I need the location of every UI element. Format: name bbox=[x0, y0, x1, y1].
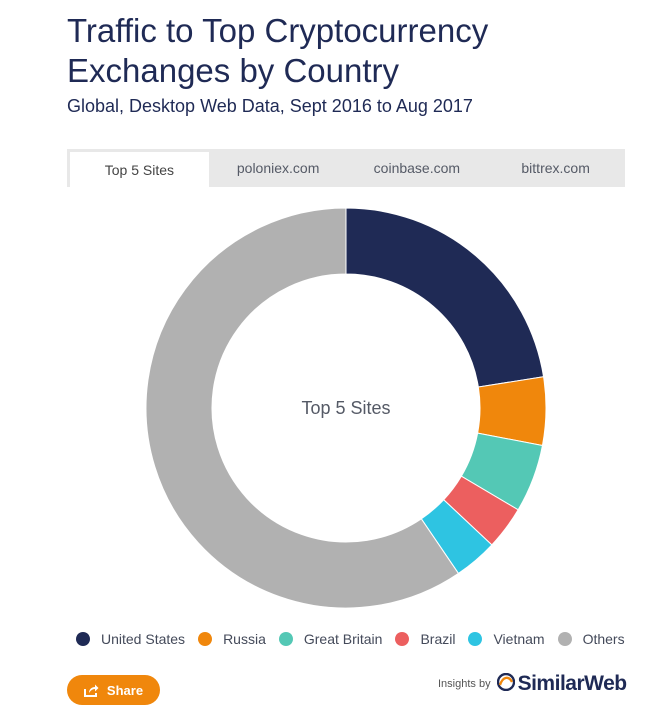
similarweb-logo-icon bbox=[496, 672, 515, 696]
legend-dot-great-britain bbox=[278, 632, 293, 646]
share-button[interactable]: Share bbox=[67, 675, 160, 705]
legend-item-united-states[interactable]: United States bbox=[76, 631, 185, 647]
tab-top-5-sites[interactable]: Top 5 Sites bbox=[67, 149, 209, 187]
legend-dot-others bbox=[557, 632, 572, 646]
legend-dot-russia bbox=[198, 632, 213, 646]
legend-item-others[interactable]: Others bbox=[557, 631, 625, 647]
legend-item-russia[interactable]: Russia bbox=[198, 631, 266, 647]
legend-item-vietnam[interactable]: Vietnam bbox=[468, 631, 545, 647]
site-tabs: Top 5 Sites poloniex.com coinbase.com bi… bbox=[67, 149, 625, 187]
similarweb-branding: Insights by SimilarWeb bbox=[438, 672, 627, 696]
brand-name: SimilarWeb bbox=[517, 672, 627, 695]
insights-by-label: Insights by bbox=[438, 678, 491, 690]
legend-item-great-britain[interactable]: Great Britain bbox=[278, 631, 383, 647]
tab-coinbase[interactable]: coinbase.com bbox=[373, 160, 461, 176]
slice-others[interactable] bbox=[146, 208, 460, 608]
legend-label-russia: Russia bbox=[223, 631, 266, 647]
legend-dot-united-states bbox=[76, 632, 90, 646]
donut-chart bbox=[146, 208, 546, 608]
legend-label-great-britain: Great Britain bbox=[303, 631, 383, 647]
legend-label-united-states: United States bbox=[101, 631, 186, 647]
legend-label-vietnam: Vietnam bbox=[493, 631, 545, 647]
legend-dot-vietnam bbox=[468, 632, 483, 646]
slice-united-states[interactable] bbox=[345, 208, 545, 388]
tab-poloniex[interactable]: poloniex.com bbox=[236, 160, 320, 176]
chart-subtitle: Global, Desktop Web Data, Sept 2016 to A… bbox=[67, 96, 473, 116]
share-label: Share bbox=[106, 682, 144, 698]
chart-legend: United States Russia Great Britain Brazil Vi… bbox=[76, 631, 638, 647]
legend-dot-brazil bbox=[395, 632, 410, 646]
donut-center-label: Top 5 Sites bbox=[301, 398, 391, 418]
legend-item-brazil[interactable]: Brazil bbox=[395, 631, 455, 647]
legend-label-brazil: Brazil bbox=[420, 631, 456, 647]
chart-title: Traffic to Top Cryptocurrency Exchanges … bbox=[67, 12, 489, 89]
legend-label-others: Others bbox=[582, 631, 625, 647]
tab-bittrex[interactable]: bittrex.com bbox=[521, 160, 590, 176]
share-icon bbox=[83, 684, 99, 697]
